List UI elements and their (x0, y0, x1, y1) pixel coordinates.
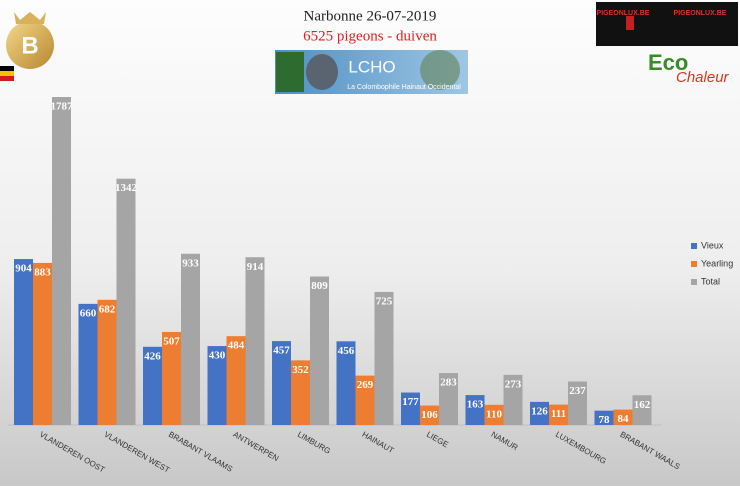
bar (14, 259, 33, 425)
sponsor-name: PIGEONLUX.BE (674, 10, 727, 17)
value-label: 457 (273, 345, 290, 357)
bar (355, 375, 375, 425)
bar (439, 373, 458, 425)
value-label: 809 (311, 280, 328, 292)
value-label: 904 (15, 263, 32, 275)
bar (207, 346, 227, 425)
legend-swatch (691, 279, 697, 285)
value-label: 78 (599, 414, 611, 426)
value-label: 273 (505, 378, 522, 390)
chart-subtitle: 6525 pigeons - duiven (303, 28, 437, 44)
value-label: 269 (357, 379, 374, 391)
value-label: 682 (99, 303, 116, 315)
value-label: 430 (209, 350, 226, 362)
value-label: 933 (182, 257, 199, 269)
value-label: 725 (376, 295, 393, 307)
bar (291, 360, 310, 425)
value-label: 1342 (115, 182, 138, 194)
eco-word: Chaleur (676, 69, 730, 86)
value-label: 352 (292, 364, 309, 376)
value-label: 237 (569, 385, 586, 397)
eco-word: Eco (648, 50, 688, 75)
bar (78, 303, 98, 425)
bar (465, 395, 485, 425)
bar (420, 405, 439, 425)
bar (374, 291, 394, 425)
bar (181, 253, 200, 425)
bar (97, 299, 117, 425)
bar (530, 401, 549, 425)
logo-crown (14, 12, 46, 24)
bar (594, 410, 614, 425)
value-label: 660 (80, 307, 97, 319)
bar (613, 409, 633, 425)
bar (549, 404, 568, 425)
logo-badge (6, 21, 54, 69)
sponsor-name: PIGEONLUX.BE (597, 10, 650, 17)
value-label: 162 (634, 399, 651, 411)
value-label: 177 (402, 396, 419, 408)
bar (568, 381, 587, 425)
bar (632, 395, 652, 425)
bar (33, 262, 52, 425)
legend-label: Vieux (701, 240, 724, 250)
logo-letter: B (21, 32, 38, 59)
value-label: 283 (440, 377, 457, 389)
value-label: 110 (486, 408, 502, 420)
sponsor-bg (596, 2, 738, 46)
banner: LCHO La Colombophile Hainaut Occidental (275, 50, 468, 94)
bar (143, 346, 162, 425)
value-label: 426 (144, 350, 161, 362)
legend-label: Total (701, 276, 720, 286)
value-label: 484 (228, 340, 245, 352)
banner-crest (276, 52, 304, 92)
value-label: 84 (618, 413, 630, 425)
banner-caption: La Colombophile Hainaut Occidental (347, 84, 461, 91)
chart-title: Narbonne 26-07-2019 (304, 8, 437, 24)
value-label: 106 (421, 409, 438, 421)
value-label: 914 (247, 261, 264, 273)
bar (116, 178, 136, 425)
value-label: 456 (338, 345, 355, 357)
value-label: 883 (34, 266, 51, 278)
value-label: 507 (163, 335, 180, 347)
bar (401, 392, 420, 425)
value-label: 111 (551, 408, 566, 420)
legend-label: Yearling (701, 258, 733, 268)
logo-left: B (0, 12, 54, 81)
bar (503, 374, 523, 425)
flag-stripe (0, 71, 14, 76)
flag-stripe (0, 76, 14, 81)
bar (52, 97, 71, 425)
value-label: 163 (467, 399, 484, 411)
bar (484, 404, 504, 425)
banner-title: LCHO (348, 57, 395, 76)
sponsor: PIGEONLUX.BE PIGEONLUX.BE (596, 2, 738, 46)
bar (272, 341, 291, 425)
bar (336, 341, 356, 425)
flag-stripe (0, 66, 14, 71)
legend-swatch (691, 243, 697, 249)
bar (310, 276, 329, 425)
sponsor-icon (626, 16, 634, 30)
legend-swatch (691, 261, 697, 267)
value-label: 126 (531, 405, 548, 417)
bar (226, 336, 246, 425)
bar (245, 257, 265, 425)
banner-eye (420, 50, 460, 90)
banner-pigeon (306, 54, 338, 90)
eco-logo: Eco Chaleur (648, 50, 730, 86)
value-label: 1787 (51, 101, 74, 113)
bar (162, 331, 181, 425)
